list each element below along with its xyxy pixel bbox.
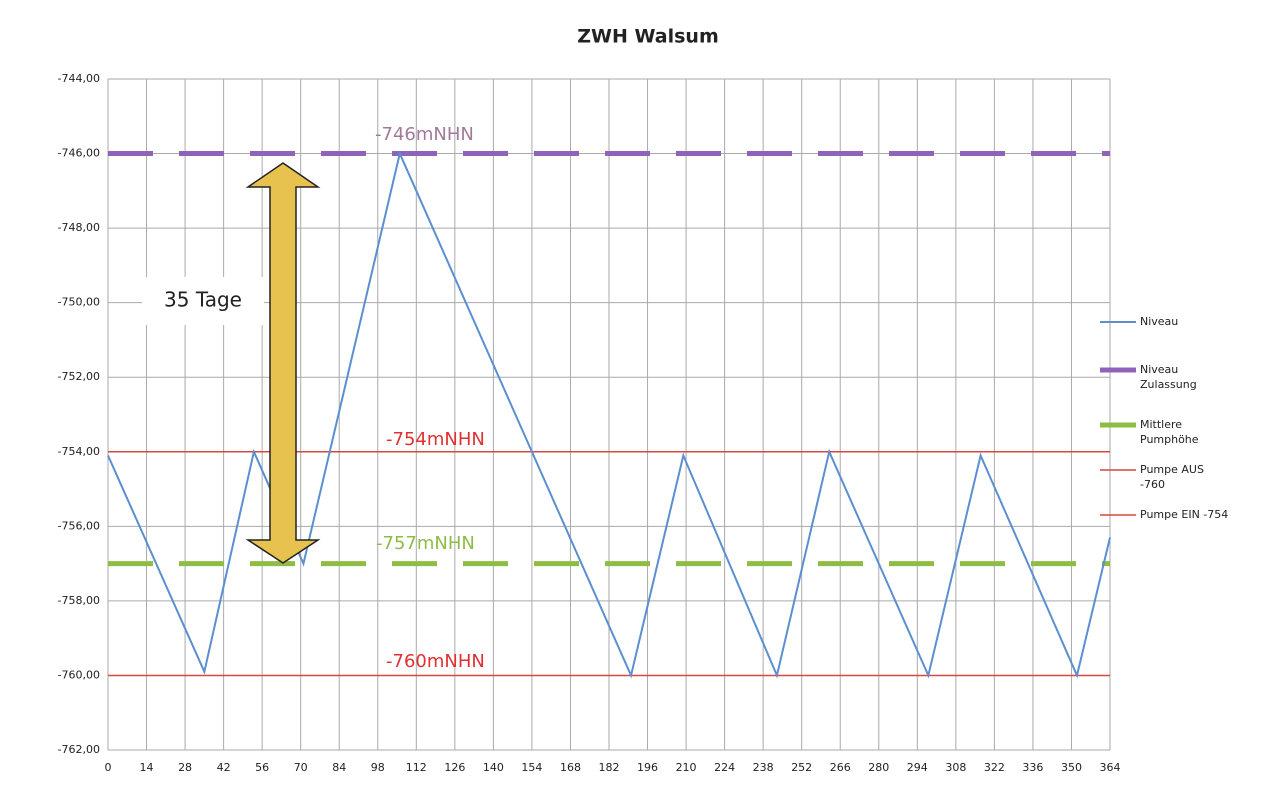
x-tick-label: 280 (868, 761, 889, 774)
double-arrow (245, 162, 321, 564)
x-tick-label: 140 (483, 761, 504, 774)
annotation-box (142, 277, 264, 325)
chart-title: ZWH Walsum (577, 26, 719, 48)
y-tick-label: -746,00 (58, 147, 100, 160)
x-tick-label: 336 (1022, 761, 1043, 774)
y-tick-label: -760,00 (58, 668, 100, 681)
x-tick-label: 266 (830, 761, 851, 774)
x-tick-label: 70 (294, 761, 308, 774)
y-tick-label: -748,00 (58, 221, 100, 234)
x-tick-label: 182 (599, 761, 620, 774)
x-tick-label: 84 (332, 761, 346, 774)
x-tick-label: 42 (217, 761, 231, 774)
x-tick-label: 168 (560, 761, 581, 774)
annotation: 35 Tage (164, 288, 242, 312)
y-tick-label: -758,00 (58, 594, 100, 607)
lines (107, 150, 1111, 679)
y-tick-label: -752,00 (58, 370, 100, 383)
x-tick-label: 112 (406, 761, 427, 774)
x-tick-label: 252 (791, 761, 812, 774)
y-tick-label: -756,00 (58, 519, 100, 532)
y-tick-label: -744,00 (58, 72, 100, 85)
grid: -762,00 -760,00 -758,00 -756,00 -754,00 -752,… (58, 72, 1121, 774)
x-tick-label: 154 (521, 761, 542, 774)
x-tick-label: 56 (255, 761, 269, 774)
x-tick-label: 350 (1061, 761, 1082, 774)
x-tick-label: 14 (140, 761, 154, 774)
x-tick-label: 210 (676, 761, 697, 774)
annotation: -760mNHN (386, 651, 485, 672)
x-tick-label: 308 (945, 761, 966, 774)
x-tick-label: 98 (371, 761, 385, 774)
arrow (245, 162, 321, 564)
y-tick-label: -762,00 (58, 743, 100, 756)
x-tick-label: 28 (178, 761, 192, 774)
x-tick-label: 238 (753, 761, 774, 774)
legend-label: Pumpe AUS -760 (1140, 463, 1204, 491)
x-tick-label: 0 (105, 761, 112, 774)
y-tick-label: -754,00 (58, 445, 100, 458)
annotation: -754mNHN (386, 429, 485, 450)
series-line (107, 150, 1111, 679)
x-tick-label: 294 (907, 761, 928, 774)
annotation: -746mNHN (375, 124, 474, 145)
y-tick-label: -750,00 (58, 296, 100, 309)
legend-label: Pumpe EIN -754 (1140, 508, 1229, 521)
legend-label: Niveau (1140, 315, 1179, 328)
x-tick-label: 364 (1100, 761, 1121, 774)
x-tick-label: 224 (714, 761, 735, 774)
legend-label: Mittlere Pumphöhe (1140, 418, 1199, 446)
x-tick-label: 322 (984, 761, 1005, 774)
x-tick-label: 196 (637, 761, 658, 774)
x-tick-label: 126 (444, 761, 465, 774)
annotation: -757mNHN (376, 533, 475, 554)
legend-label: Niveau Zulassung (1140, 363, 1197, 391)
